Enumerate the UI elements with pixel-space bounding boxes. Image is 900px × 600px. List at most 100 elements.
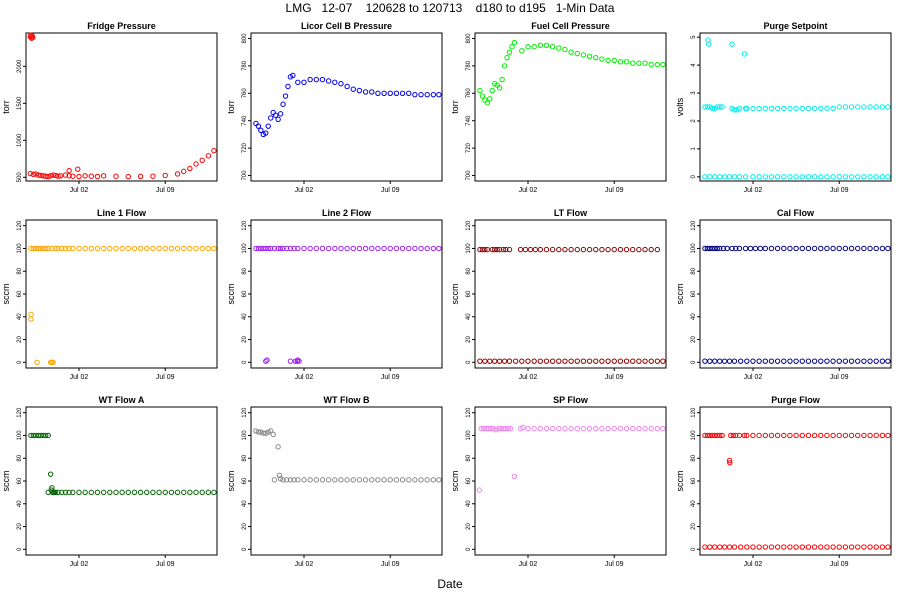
chart-panel: Fridge Pressure torr 500 1000 1500 2000 Jul 02… (1, 21, 218, 194)
chart-title: Purge Flow (771, 395, 821, 405)
data-point (35, 432, 42, 439)
y-axis-label: sccm (1, 284, 11, 305)
data-point (28, 311, 34, 318)
data-point (714, 104, 720, 110)
data-point (744, 432, 750, 439)
data-point (799, 174, 805, 180)
x-tick-label: Jul 09 (605, 561, 624, 568)
y-tick-label: 80 (17, 267, 23, 274)
y-tick-label: 2000 (17, 59, 23, 73)
data-point (503, 425, 509, 432)
chart-panel: WT Flow B sccm 0 20 40 60 80 100 120 Jul 02 Jul 09 (226, 395, 443, 568)
data-point (855, 358, 861, 364)
y-tick-label: 20 (17, 523, 23, 530)
data-point (824, 245, 830, 252)
data-point (125, 489, 131, 496)
data-point (520, 424, 526, 431)
data-point (162, 245, 168, 252)
data-point (137, 489, 144, 496)
data-point (705, 37, 711, 43)
data-point (636, 246, 642, 253)
data-point (107, 245, 113, 252)
data-point (66, 173, 72, 179)
data-point (344, 245, 350, 252)
data-point (94, 173, 101, 180)
data-point (611, 425, 617, 432)
y-tick-label: 120 (17, 407, 23, 418)
data-point (879, 358, 886, 364)
x-tick-label: Jul 09 (156, 187, 175, 194)
data-point (332, 245, 338, 252)
plot-frame (25, 32, 218, 182)
data-point (525, 44, 531, 50)
data-point (811, 174, 818, 180)
data-point (879, 245, 886, 252)
y-tick-label: 40 (691, 500, 697, 507)
data-point (40, 173, 46, 179)
data-point (436, 245, 442, 252)
data-point (574, 246, 580, 253)
y-tick-label: 40 (17, 500, 23, 507)
data-point (338, 245, 344, 252)
data-point (174, 245, 181, 252)
data-point (580, 246, 587, 253)
data-point (424, 91, 430, 98)
data-point (787, 432, 793, 439)
data-point (168, 489, 175, 496)
data-point (496, 358, 503, 364)
data-point (593, 358, 599, 364)
data-point (605, 57, 611, 64)
data-point (137, 173, 144, 180)
data-point (717, 104, 723, 110)
data-point (418, 91, 424, 98)
data-point (702, 104, 708, 110)
data-point (605, 425, 611, 432)
y-tick-label: 3 (691, 91, 697, 95)
y-axis-label: torr (1, 100, 11, 114)
data-point (712, 544, 718, 550)
y-tick-label: 0 (466, 360, 472, 364)
data-point (119, 489, 125, 496)
data-point (265, 123, 271, 129)
data-point (879, 174, 886, 180)
data-point (568, 49, 574, 55)
data-point (721, 544, 728, 550)
plot-frame (474, 219, 667, 369)
data-point (255, 245, 262, 252)
data-point (720, 245, 727, 252)
y-tick-label: 60 (242, 477, 248, 484)
data-point (756, 544, 762, 550)
data-point (714, 432, 720, 439)
y-tick-label: 740 (242, 115, 248, 126)
data-point (49, 245, 55, 252)
x-tick-label: Jul 02 (295, 561, 314, 568)
data-point (156, 489, 162, 496)
data-point (284, 245, 290, 252)
data-point (717, 358, 723, 364)
plot-frame (25, 219, 218, 369)
data-point (381, 477, 387, 483)
data-point (842, 104, 849, 110)
data-point (156, 245, 162, 252)
data-point (762, 358, 769, 364)
data-point (38, 245, 44, 252)
data-point (492, 246, 498, 253)
data-point (848, 104, 855, 110)
data-point (768, 105, 775, 112)
data-point (174, 489, 181, 496)
data-point (495, 425, 502, 432)
data-point (362, 245, 369, 252)
chart-panel: Purge Flow sccm 0 20 40 60 80 100 120 Jul 02 Jul 0… (675, 395, 892, 568)
data-point (508, 425, 514, 432)
data-point (873, 174, 879, 180)
y-tick-label: 20 (691, 336, 697, 343)
data-point (744, 105, 750, 112)
data-point (113, 173, 119, 179)
data-point (707, 358, 713, 364)
y-tick-label: 0 (691, 360, 697, 364)
data-point (623, 358, 630, 364)
data-point (737, 358, 744, 364)
data-point (484, 246, 491, 253)
data-point (842, 245, 849, 252)
x-tick-label: Jul 02 (295, 187, 314, 194)
